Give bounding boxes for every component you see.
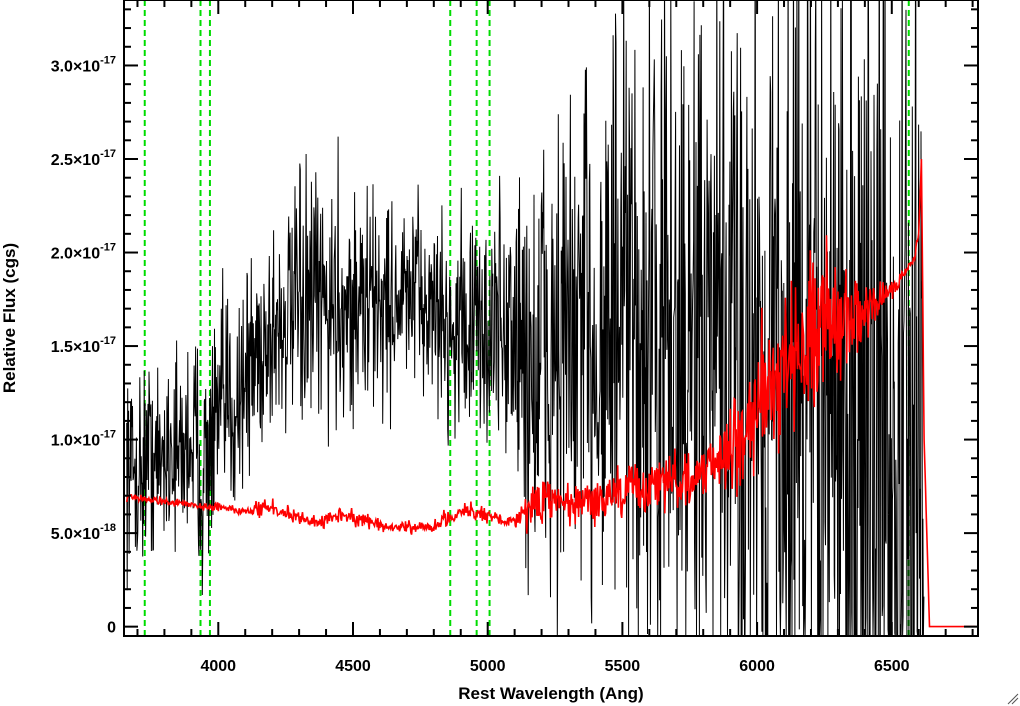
y-tick-label: 0 (107, 620, 116, 637)
x-tick-label: 4500 (335, 658, 371, 675)
tick-labels: 0 5.0×10-18 1.0×10-17 1.5×10-17 2.0×10-17 2.5… (51, 54, 910, 675)
y-axis-title: Relative Flux (cgs) (0, 243, 19, 393)
y-tick-label: 2.5×10-17 (51, 148, 116, 169)
model-spectrum-line (125, 158, 976, 628)
y-tick-label: 2.0×10-17 (51, 242, 116, 263)
x-tick-label: 6500 (874, 658, 910, 675)
resize-grip-icon[interactable] (1007, 693, 1019, 705)
axes (123, 0, 979, 637)
y-tick-label: 5.0×10-18 (51, 522, 116, 543)
y-tick-label: 1.0×10-17 (51, 429, 116, 450)
x-tick-label: 4000 (200, 658, 236, 675)
y-tick-label: 3.0×10-17 (51, 54, 116, 75)
plot-frame (123, 0, 979, 637)
y-tick-label: 1.5×10-17 (51, 335, 116, 356)
x-tick-label: 5500 (605, 658, 641, 675)
series-layer (125, 0, 976, 636)
observed-spectrum-line (126, 0, 925, 636)
x-tick-label: 6000 (739, 658, 775, 675)
x-axis-title: Rest Wavelength (Ang) (458, 684, 643, 703)
x-tick-label: 5000 (470, 658, 506, 675)
